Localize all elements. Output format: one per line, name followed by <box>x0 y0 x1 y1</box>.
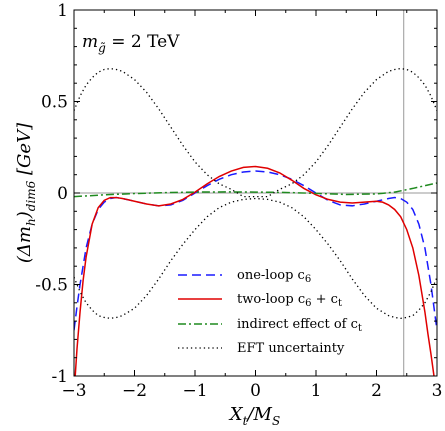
y-tick-label: -1 <box>51 367 68 387</box>
y-axis-label: (Δmh)dim6 [GeV] <box>14 122 38 263</box>
y-tick-label: 1 <box>57 1 68 21</box>
mass-annotation: mg̃ = 2 TeV <box>82 32 180 55</box>
y-tick-label: 0 <box>57 184 68 204</box>
legend-label-two-loop: two-loop c6 + ct <box>237 292 342 309</box>
legend-entry-one-loop: one-loop c6 <box>178 268 311 285</box>
x-tick-label: 1 <box>311 381 322 401</box>
legend: one-loop c6 two-loop c6 + ct indirect ef… <box>178 268 362 356</box>
x-tick-label: 3 <box>432 381 443 401</box>
legend-label-indirect: indirect effect of ct <box>237 317 362 334</box>
legend-label-uncertainty: EFT uncertainty <box>237 341 345 356</box>
y-tick-label: -0.5 <box>35 276 68 296</box>
x-tick-label: −2 <box>122 381 147 401</box>
series-line-one-loop-0 <box>74 170 437 331</box>
series-line-indirect-2 <box>74 182 437 198</box>
x-tick-label: 2 <box>371 381 382 401</box>
y-tick-label: 0.5 <box>41 93 68 113</box>
x-tick-label: 0 <box>250 381 261 401</box>
series-line-uncertainty-4 <box>74 197 437 320</box>
x-axis-label: Xt/MS <box>228 404 280 428</box>
series-layer <box>74 67 437 376</box>
ticks: −3 −2 −1 0 1 2 3 -1 -0.5 0 0.5 1 <box>35 1 442 401</box>
series-line-two-loop-1 <box>74 165 435 376</box>
legend-entry-two-loop: two-loop c6 + ct <box>178 292 342 309</box>
x-tick-label: −3 <box>61 381 86 401</box>
series-line-uncertainty-3 <box>74 67 437 198</box>
legend-entry-indirect: indirect effect of ct <box>178 317 362 334</box>
legend-label-one-loop: one-loop c6 <box>237 268 311 285</box>
x-tick-label: −1 <box>182 381 207 401</box>
legend-entry-uncertainty: EFT uncertainty <box>178 341 345 356</box>
